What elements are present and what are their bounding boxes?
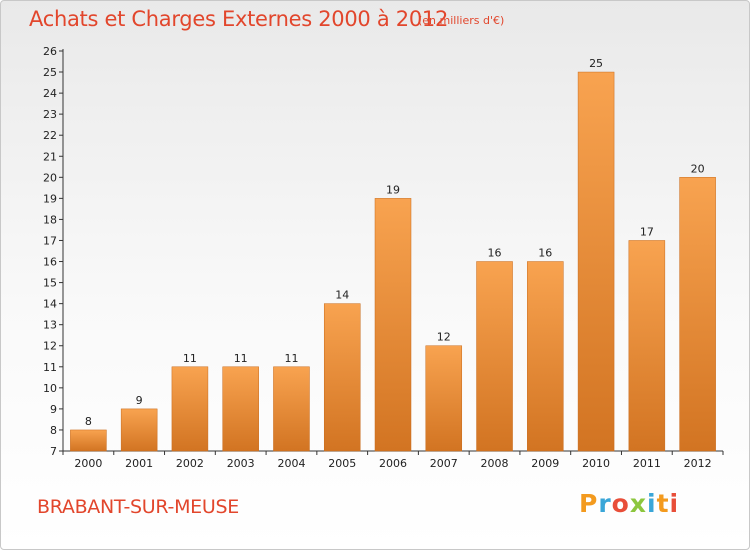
- logo-letter: o: [611, 489, 630, 518]
- bar: [527, 261, 564, 452]
- proxiti-logo[interactable]: Proxiti: [579, 489, 679, 518]
- y-tick-label: 16: [43, 256, 57, 269]
- chart-bars: [70, 71, 716, 452]
- chart-axes: 7 8 9 10 11 12 13 14 15 16 17 18 19 20 21 22 23 24 25 26 200…: [43, 45, 724, 470]
- logo-letter: i: [669, 489, 680, 518]
- x-tick-label: 2001: [125, 457, 153, 470]
- y-tick-label: 17: [43, 234, 57, 247]
- bar: [628, 240, 666, 452]
- bar: [70, 429, 107, 452]
- bar: [120, 408, 158, 452]
- y-tick-label: 10: [43, 382, 57, 395]
- y-tick-label: 9: [50, 403, 57, 416]
- x-tick-label: 2007: [430, 457, 458, 470]
- logo-letter: i: [647, 489, 657, 518]
- y-tick-label: 24: [43, 87, 57, 100]
- bar: [171, 366, 209, 452]
- y-tick-label: 12: [43, 340, 57, 353]
- bar: [374, 198, 412, 452]
- y-tick-label: 7: [50, 445, 57, 458]
- y-tick-label: 14: [43, 298, 57, 311]
- x-tick-label: 2002: [176, 457, 204, 470]
- y-tick-label: 18: [43, 213, 57, 226]
- bar: [222, 366, 259, 452]
- x-tick-label: 2005: [328, 457, 356, 470]
- y-tick-label: 22: [43, 129, 57, 142]
- bar-value-label: 11: [234, 352, 248, 365]
- bar-value-label: 14: [335, 289, 349, 302]
- y-tick-label: 21: [43, 150, 57, 163]
- y-tick-label: 11: [43, 361, 57, 374]
- unit-note: (en milliers d'€): [418, 14, 505, 27]
- y-tick-label: 20: [43, 171, 57, 184]
- bar: [323, 303, 361, 452]
- bar: [425, 345, 463, 452]
- bar-value-label: 16: [538, 247, 552, 260]
- x-tick-label: 2012: [684, 457, 712, 470]
- bar: [577, 71, 615, 452]
- bar-value-label: 8: [85, 415, 92, 428]
- y-tick-label: 15: [43, 277, 57, 290]
- x-tick-label: 2009: [531, 457, 559, 470]
- logo-letter: t: [656, 489, 670, 518]
- x-tick-label: 2004: [277, 457, 305, 470]
- bar: [679, 177, 716, 452]
- bar-value-label: 12: [437, 331, 451, 344]
- x-tick-label: 2006: [379, 457, 407, 470]
- bar-value-label: 19: [386, 183, 400, 196]
- bar: [476, 261, 513, 452]
- y-tick-label: 8: [50, 424, 57, 437]
- chart-labels: 8 9 11 11 11 14 19 12 16 16 25 17 20: [85, 57, 705, 428]
- y-tick-label: 13: [43, 319, 57, 332]
- y-tick-label: 19: [43, 192, 57, 205]
- x-tick-label: 2010: [582, 457, 610, 470]
- chart-title: Achats et Charges Externes 2000 à 2012: [29, 7, 449, 31]
- logo-letter: r: [598, 489, 612, 518]
- x-tick-label: 2008: [481, 457, 509, 470]
- x-tick-label: 2003: [227, 457, 255, 470]
- bar-value-label: 11: [284, 352, 298, 365]
- bar-value-label: 11: [183, 352, 197, 365]
- bar-value-label: 20: [691, 162, 705, 175]
- logo-letter: P: [579, 489, 599, 518]
- logo-letter: x: [629, 489, 647, 518]
- bar-value-label: 25: [589, 57, 603, 70]
- y-tick-label: 26: [43, 45, 57, 58]
- bar-value-label: 17: [640, 225, 654, 238]
- bar-value-label: 9: [136, 394, 143, 407]
- y-tick-label: 23: [43, 108, 57, 121]
- x-tick-label: 2011: [633, 457, 661, 470]
- x-tick-label: 2000: [74, 457, 102, 470]
- bar: [273, 366, 310, 452]
- y-tick-label: 25: [43, 66, 57, 79]
- commune-name: BRABANT-SUR-MEUSE: [37, 496, 239, 518]
- bar-value-label: 16: [488, 247, 502, 260]
